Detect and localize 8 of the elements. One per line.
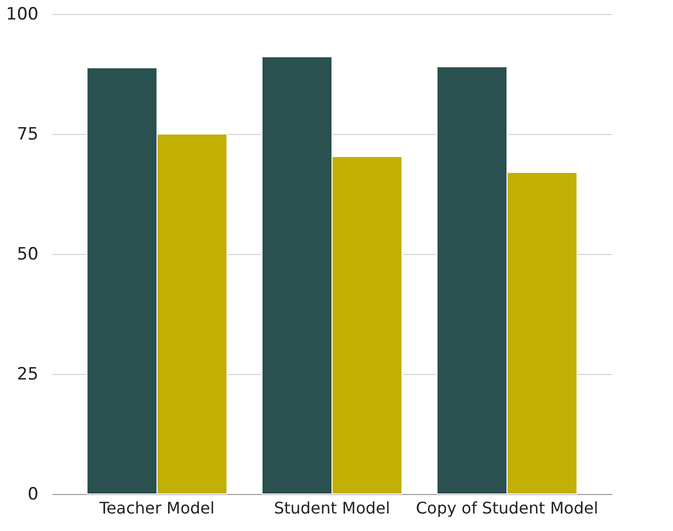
y-tick-label: 50 (16, 244, 38, 264)
y-tick-label: 75 (16, 124, 38, 144)
x-tick-label: Student Model (274, 498, 390, 518)
x-tick-label: Copy of Student Model (416, 498, 598, 518)
y-tick-label: 0 (28, 484, 38, 504)
x-tick-label: Teacher Model (98, 498, 215, 518)
y-tick-label: 25 (16, 364, 38, 384)
y-tick-label: 100 (6, 4, 38, 24)
